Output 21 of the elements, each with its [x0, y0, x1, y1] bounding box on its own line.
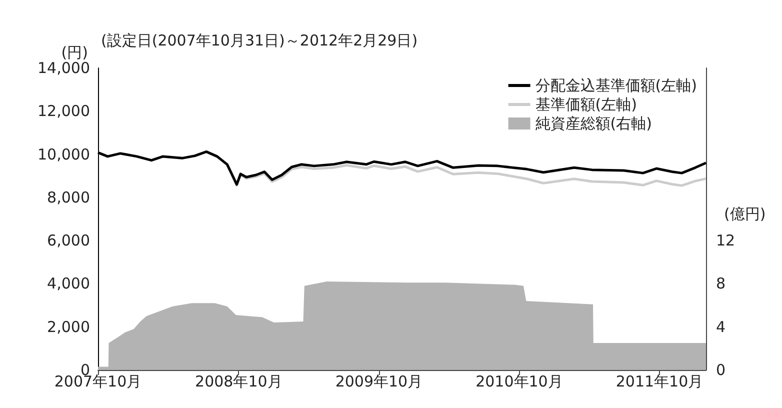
x-tick-label: 2008年10月 — [195, 372, 282, 390]
y2-tick-label: 4 — [716, 318, 726, 336]
y-tick-label: 8,000 — [47, 188, 90, 206]
y2-tick-label: 12 — [716, 232, 736, 250]
y2-tick-label: 8 — [716, 274, 726, 293]
x-tick-label: 2010年10月 — [476, 372, 563, 390]
y2-axis-title: (億円) — [724, 205, 766, 224]
y-tick-label: 14,000 — [38, 59, 90, 77]
y-tick-label: 2,000 — [47, 318, 90, 336]
legend-label: 基準価額(左軸) — [535, 96, 638, 114]
x-tick-label: 2009年10月 — [335, 372, 423, 390]
y-tick-label: 10,000 — [38, 145, 90, 164]
y-tick-label: 4,000 — [47, 274, 90, 293]
y-axis-title: (円) — [61, 44, 88, 62]
legend-label: 分配金込基準価額(左軸) — [535, 76, 698, 94]
y-tick-label: 6,000 — [47, 232, 90, 250]
legend-label: 純資産総額(右軸) — [535, 114, 652, 132]
y-tick-label: 12,000 — [38, 102, 90, 120]
chart-title: (設定日(2007年10月31日)～2012年2月29日) — [101, 32, 418, 50]
y2-tick-label: 0 — [716, 361, 726, 379]
x-tick-label: 2011年10月 — [616, 372, 704, 390]
